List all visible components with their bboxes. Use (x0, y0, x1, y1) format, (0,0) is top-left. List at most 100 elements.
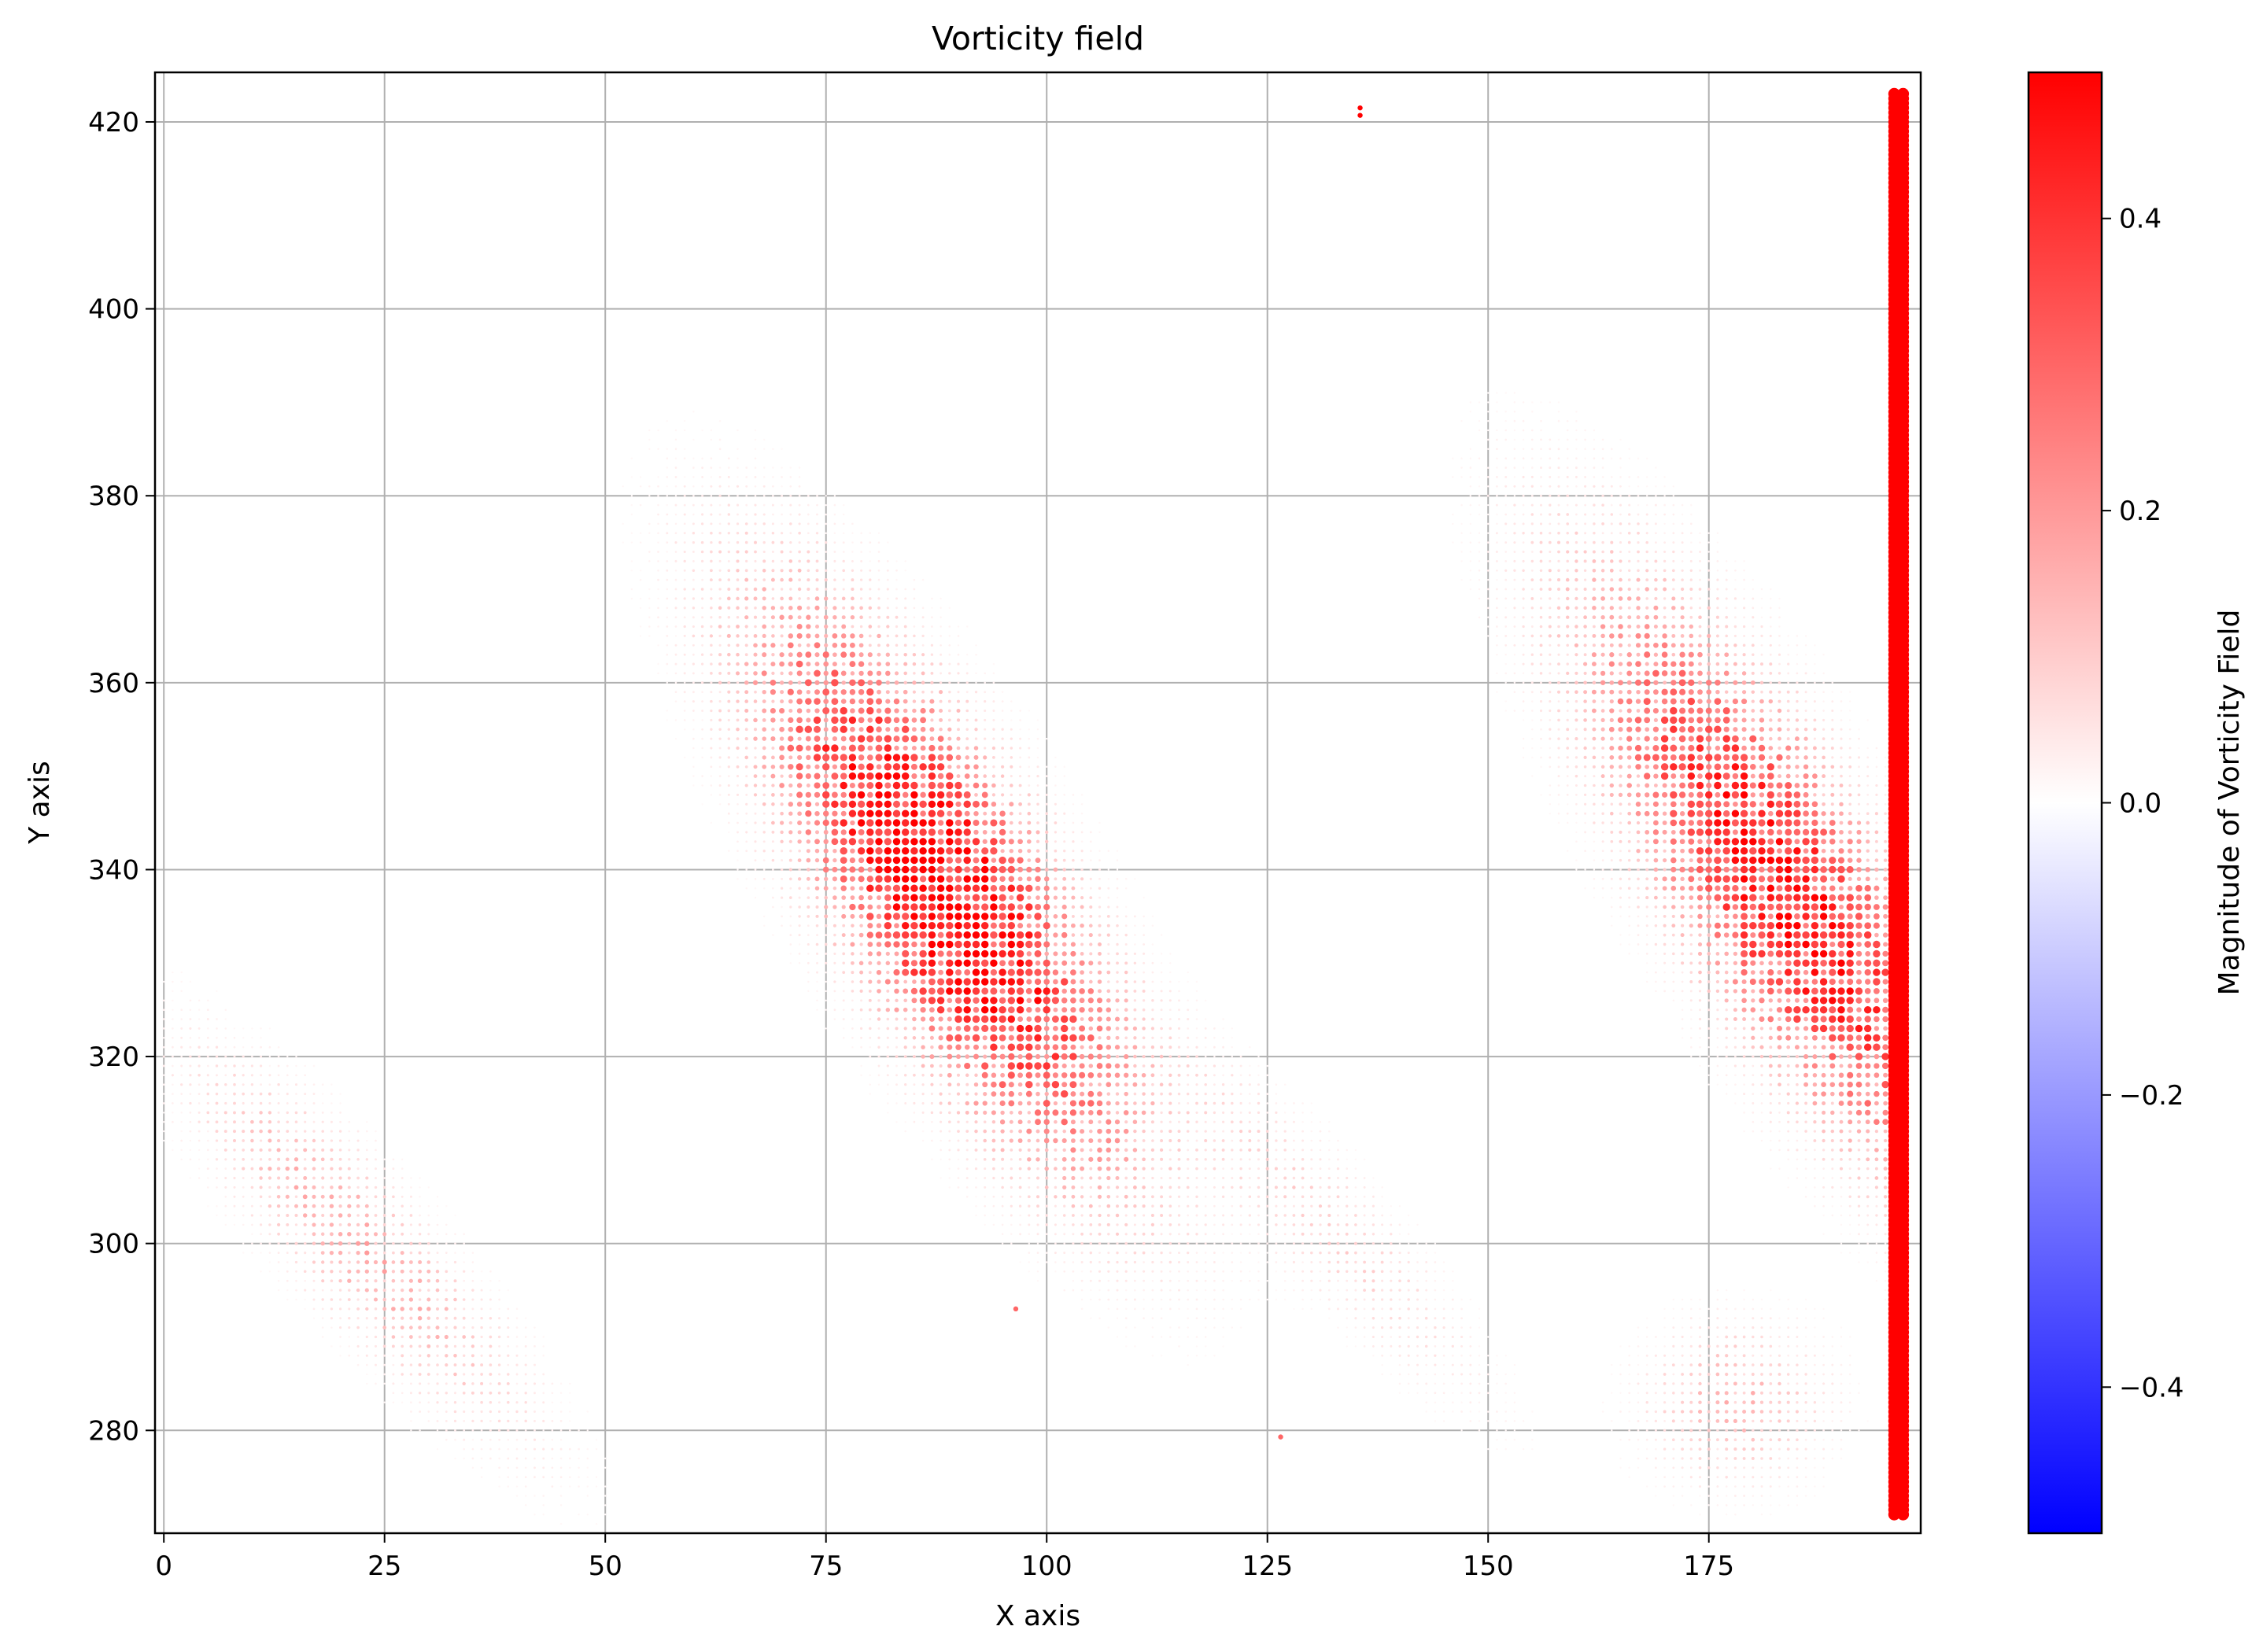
vorticity-point (931, 1121, 933, 1123)
vorticity-point (788, 830, 792, 834)
vorticity-point (675, 504, 677, 507)
vorticity-point (1381, 1374, 1383, 1375)
vorticity-point (1284, 1158, 1287, 1160)
vorticity-point (454, 1420, 456, 1422)
vorticity-point (1134, 1270, 1136, 1273)
vorticity-point (937, 847, 944, 854)
vorticity-point (1081, 813, 1083, 814)
vorticity-point (893, 969, 899, 975)
vorticity-point (954, 931, 962, 938)
vorticity-point (788, 689, 794, 695)
vorticity-point (948, 1158, 951, 1160)
vorticity-point (884, 735, 892, 742)
vorticity-point (974, 746, 979, 750)
vorticity-point (375, 1345, 377, 1348)
vorticity-point (1301, 1252, 1304, 1254)
vorticity-point (1143, 980, 1146, 983)
vorticity-point (1134, 999, 1136, 1001)
vorticity-point (692, 644, 695, 647)
vorticity-point (436, 1326, 440, 1329)
vorticity-point (816, 560, 819, 563)
vorticity-point (1160, 1112, 1162, 1114)
vorticity-point (445, 1439, 448, 1441)
vorticity-point (268, 1093, 271, 1096)
vorticity-point (902, 969, 909, 976)
vorticity-point (1266, 1149, 1269, 1152)
vorticity-point (427, 1252, 430, 1254)
vorticity-point (1097, 1044, 1103, 1050)
vorticity-point (1178, 1121, 1180, 1123)
vorticity-point (1010, 812, 1013, 816)
vorticity-point (877, 653, 881, 657)
vorticity-point (948, 681, 951, 684)
vorticity-point (913, 1083, 915, 1086)
vorticity-point (375, 1167, 377, 1170)
vorticity-point (902, 819, 909, 826)
vorticity-point (992, 793, 995, 796)
vorticity-point (481, 1410, 483, 1413)
vorticity-point (755, 868, 757, 871)
vorticity-point (1275, 1186, 1278, 1189)
vorticity-point (807, 934, 810, 936)
vorticity-point (931, 635, 933, 637)
vorticity-point (877, 1008, 881, 1012)
vorticity-point (946, 922, 953, 929)
vorticity-point (1061, 1025, 1068, 1032)
vorticity-point (251, 1252, 253, 1254)
vorticity-point (313, 1083, 316, 1086)
vorticity-point (1018, 876, 1023, 881)
vorticity-point (1028, 784, 1030, 787)
vorticity-point (990, 1043, 997, 1050)
vorticity-point (780, 718, 784, 722)
vorticity-point (875, 782, 882, 789)
vorticity-point (596, 1485, 597, 1487)
vorticity-point (303, 1186, 307, 1189)
vorticity-point (278, 1242, 280, 1245)
vorticity-point (1319, 1204, 1322, 1208)
vorticity-point (1257, 1242, 1260, 1245)
vorticity-point (1195, 1112, 1198, 1114)
vorticity-point (1001, 1177, 1004, 1180)
vorticity-point (375, 1364, 377, 1366)
vorticity-point (339, 1307, 341, 1310)
vorticity-point (224, 1149, 227, 1152)
vorticity-point (858, 857, 864, 863)
vorticity-point (675, 719, 677, 721)
vorticity-point (666, 420, 668, 422)
vorticity-point (1008, 866, 1015, 873)
vorticity-point (1187, 1196, 1189, 1198)
vorticity-point (849, 744, 856, 751)
vorticity-point (807, 588, 810, 591)
vorticity-point (904, 643, 907, 647)
vorticity-point (884, 913, 892, 920)
vorticity-point (822, 801, 829, 808)
vorticity-point (1337, 1186, 1340, 1189)
vorticity-point (339, 1102, 341, 1104)
vorticity-point (913, 635, 916, 638)
vorticity-point (1087, 1072, 1094, 1079)
vorticity-point (954, 828, 962, 835)
vorticity-point (1036, 1007, 1041, 1012)
vorticity-point (832, 811, 837, 817)
vorticity-point (463, 1280, 465, 1282)
vorticity-point (911, 736, 918, 743)
vorticity-point (814, 606, 819, 610)
vorticity-point (339, 1121, 341, 1123)
vorticity-point (419, 1233, 421, 1235)
vorticity-point (207, 1083, 209, 1086)
vorticity-point (816, 588, 819, 591)
vorticity-point (937, 913, 944, 920)
vorticity-point (745, 476, 748, 478)
vorticity-point (1072, 915, 1075, 918)
vorticity-point (163, 1065, 165, 1068)
vorticity-point (1195, 1196, 1198, 1198)
vorticity-point (622, 523, 624, 525)
vorticity-point (330, 1289, 333, 1292)
vorticity-point (1284, 1280, 1287, 1282)
vorticity-point (657, 485, 659, 488)
vorticity-point (436, 1270, 440, 1274)
vorticity-point (832, 838, 839, 845)
vorticity-point (992, 747, 995, 750)
vorticity-point (781, 859, 783, 861)
vorticity-point (788, 812, 792, 816)
